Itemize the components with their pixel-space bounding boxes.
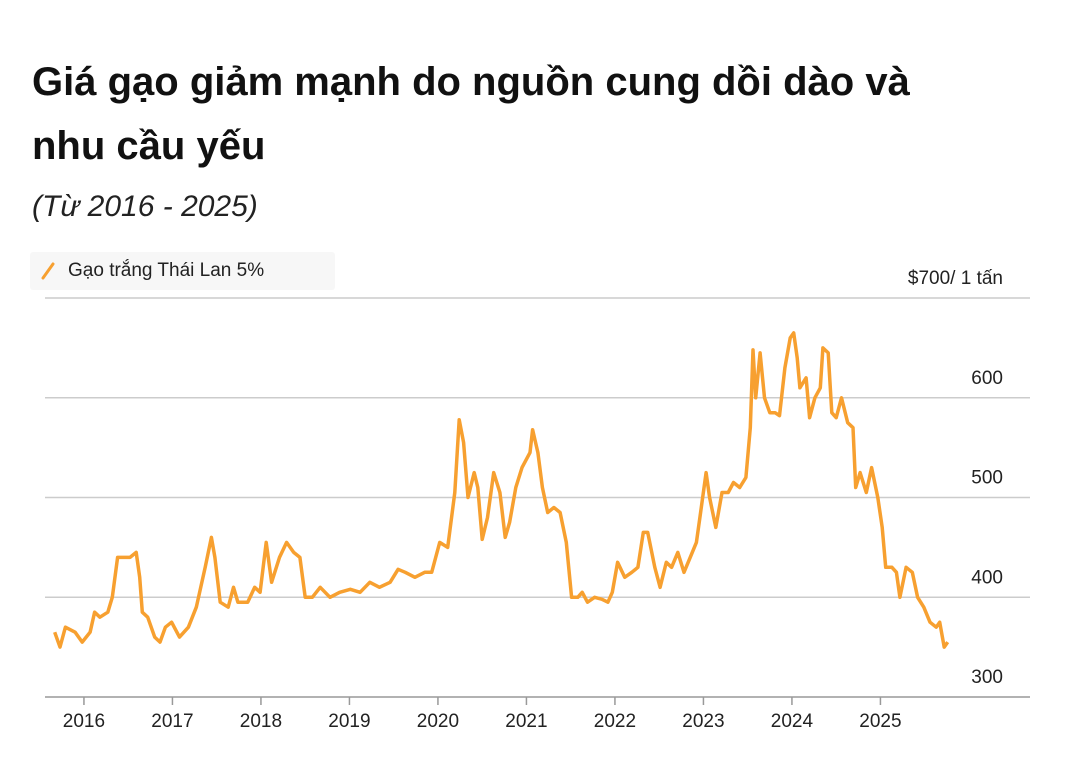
x-tick-label: 2018 bbox=[240, 711, 282, 732]
y-tick-label: 500 bbox=[971, 468, 1003, 489]
y-tick-label: 600 bbox=[971, 368, 1003, 389]
x-tick-label: 2022 bbox=[594, 711, 636, 732]
y-tick-label: $700/ 1 tấn bbox=[908, 268, 1003, 289]
x-tick-label: 2024 bbox=[771, 711, 814, 732]
x-tick-label: 2023 bbox=[682, 711, 724, 732]
x-tick-label: 2016 bbox=[63, 711, 105, 732]
x-tick-label: 2017 bbox=[151, 711, 193, 732]
x-tick-label: 2019 bbox=[328, 711, 370, 732]
y-tick-label: 300 bbox=[971, 667, 1003, 688]
legend-label: Gạo trắng Thái Lan 5% bbox=[68, 259, 264, 281]
series-line bbox=[53, 331, 950, 649]
chart-subtitle: (Từ 2016 - 2025) bbox=[32, 190, 258, 223]
x-tick-label: 2025 bbox=[859, 711, 901, 732]
x-tick-label: 2021 bbox=[505, 711, 547, 732]
chart-title: Giá gạo giảm mạnh do nguồn cung dồi dào … bbox=[32, 60, 910, 168]
legend-swatch bbox=[41, 262, 55, 280]
y-tick-label: 400 bbox=[971, 567, 1003, 588]
x-tick-label: 2020 bbox=[417, 711, 459, 732]
legend-box bbox=[30, 252, 335, 290]
